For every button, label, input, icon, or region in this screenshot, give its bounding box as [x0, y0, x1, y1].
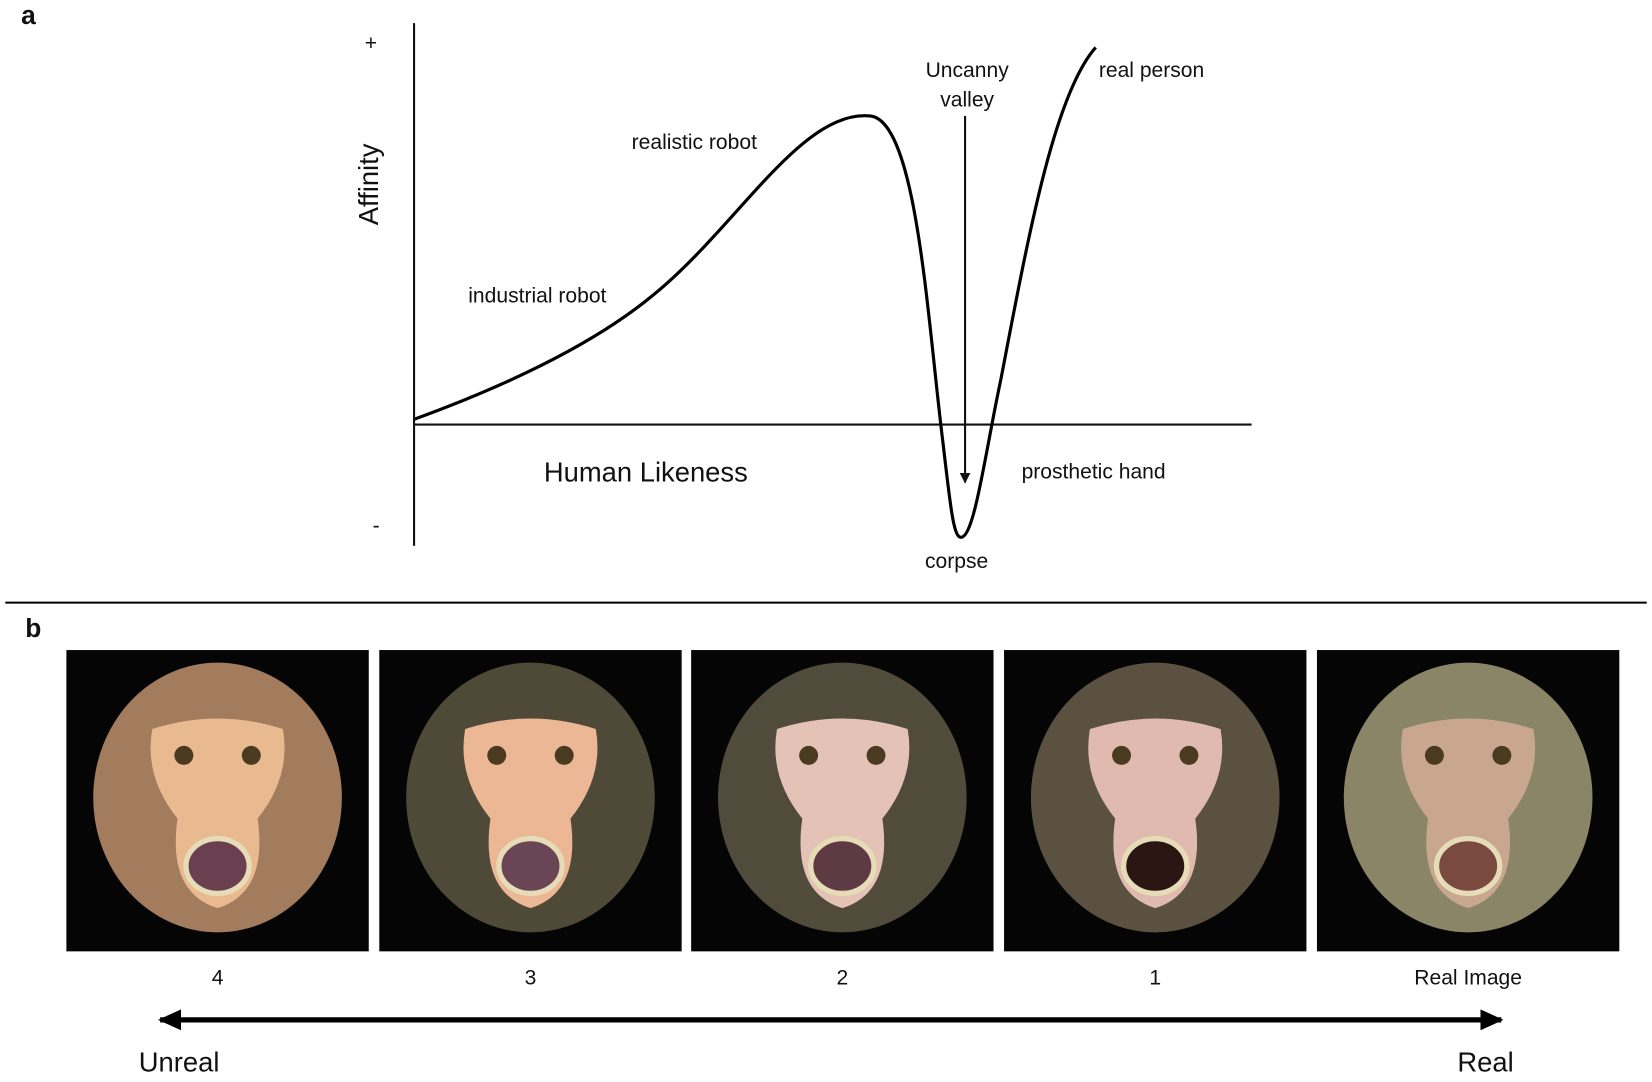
annotation: valley	[940, 89, 994, 112]
eye	[799, 745, 819, 765]
panel-label: b	[25, 613, 41, 643]
annotation: corpse	[925, 550, 988, 573]
eye	[1179, 745, 1199, 765]
y-bottom: -	[373, 514, 380, 537]
caption: 2	[836, 966, 848, 989]
image-row: 4 3 2 1 Real Image	[66, 650, 1620, 989]
caption: Real Image	[1414, 966, 1522, 989]
eye	[241, 745, 261, 765]
eye	[554, 745, 574, 765]
annotation: prosthetic hand	[1022, 461, 1166, 484]
caption: 3	[525, 966, 537, 989]
annotation: Uncanny	[926, 59, 1010, 82]
scale-left: Unreal	[139, 1046, 220, 1077]
mouth	[808, 835, 877, 897]
mouth	[183, 835, 252, 897]
eye	[174, 745, 194, 765]
eye	[487, 745, 507, 765]
x-axis-title: Human Likeness	[544, 456, 748, 487]
eye	[1492, 745, 1512, 765]
caption: 4	[212, 966, 224, 989]
scale-right: Real	[1457, 1046, 1513, 1077]
annotation: realistic robot	[632, 131, 757, 154]
eye	[866, 745, 886, 765]
y-axis-title: Affinity	[353, 143, 384, 225]
caption: 1	[1149, 966, 1161, 989]
annotation: industrial robot	[468, 285, 606, 308]
y-top: +	[365, 32, 377, 55]
mouth	[1433, 835, 1503, 897]
panel-label: a	[21, 0, 36, 30]
annotation: real person	[1099, 59, 1204, 82]
eye	[1424, 745, 1444, 765]
mouth	[496, 835, 565, 897]
uncanny-curve	[413, 46, 1097, 539]
eye	[1112, 745, 1132, 765]
mouth	[1120, 835, 1190, 897]
